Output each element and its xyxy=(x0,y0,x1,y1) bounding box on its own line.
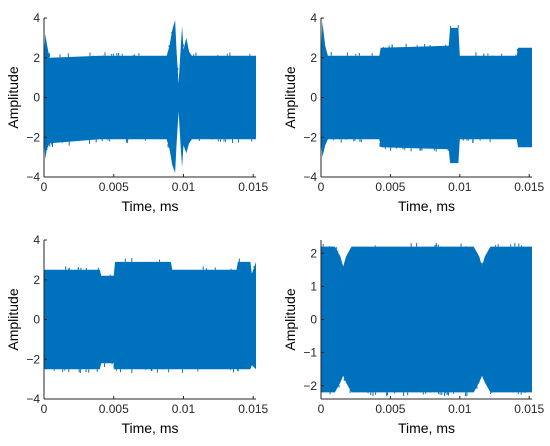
signal-band xyxy=(321,22,532,164)
y-tick-label: 0 xyxy=(33,91,40,105)
y-axis-label: Amplitude xyxy=(5,66,21,128)
y-tick-label: −4 xyxy=(303,170,317,184)
y-tick-label: −1 xyxy=(303,346,317,360)
chart-panel-4: 0 0.005 0.01 0.015 −2 −1 0 1 2 Time, ms Amplitude xyxy=(282,240,545,436)
signal-texture xyxy=(53,258,255,374)
y-tick-label: −2 xyxy=(303,130,317,144)
chart-panel-1: 0 0.005 0.01 0.015 −4 −2 0 2 4 Time, ms Amplitude xyxy=(5,11,269,214)
x-tick-label: 0.01 xyxy=(448,180,472,194)
x-tick-label: 0.01 xyxy=(172,402,196,416)
y-axis-label: Amplitude xyxy=(5,288,21,350)
chart-panel-3: 0 0.005 0.01 0.015 −4 −2 0 2 4 Time, ms Amplitude xyxy=(5,233,269,436)
y-axis-label: Amplitude xyxy=(282,66,298,128)
y-tick-label: 2 xyxy=(310,246,317,260)
x-axis-label: Time, ms xyxy=(121,420,178,436)
y-tick-label: −2 xyxy=(303,379,317,393)
y-tick-label: 2 xyxy=(33,273,40,287)
x-tick-label: 0.005 xyxy=(375,402,405,416)
signal-texture xyxy=(322,242,526,397)
x-tick-label: 0 xyxy=(318,402,325,416)
y-tick-label: −4 xyxy=(26,170,40,184)
x-axis-label: Time, ms xyxy=(398,198,455,214)
y-tick-label: −4 xyxy=(26,392,40,406)
signal-band xyxy=(44,20,256,173)
x-axis-label: Time, ms xyxy=(121,198,178,214)
y-tick-label: 4 xyxy=(33,233,40,247)
x-tick-label: 0.01 xyxy=(448,402,472,416)
x-tick-label: 0.015 xyxy=(238,402,268,416)
signal-texture xyxy=(320,25,519,152)
x-tick-label: 0 xyxy=(41,180,48,194)
y-tick-label: 4 xyxy=(310,11,317,25)
x-tick-label: 0.01 xyxy=(172,180,196,194)
x-tick-label: 0.015 xyxy=(238,180,268,194)
x-tick-label: 0 xyxy=(41,402,48,416)
signal-band xyxy=(44,261,256,370)
x-tick-label: 0.015 xyxy=(514,180,544,194)
x-tick-label: 0.005 xyxy=(99,180,129,194)
y-tick-label: 1 xyxy=(310,279,317,293)
x-tick-label: 0.005 xyxy=(375,180,405,194)
x-tick-label: 0.005 xyxy=(99,402,129,416)
x-tick-label: 0 xyxy=(318,180,325,194)
y-tick-label: 0 xyxy=(310,91,317,105)
y-tick-label: 2 xyxy=(33,51,40,65)
y-tick-label: 4 xyxy=(33,11,40,25)
y-tick-label: −2 xyxy=(26,130,40,144)
y-axis-label: Amplitude xyxy=(282,288,298,350)
y-tick-label: 2 xyxy=(310,51,317,65)
signal-band xyxy=(321,246,532,393)
y-tick-label: −2 xyxy=(26,352,40,366)
y-tick-label: 0 xyxy=(33,313,40,327)
x-axis-label: Time, ms xyxy=(398,420,455,436)
signal-texture xyxy=(43,26,253,150)
y-tick-label: 0 xyxy=(310,313,317,327)
chart-panel-2: 0 0.005 0.01 0.015 −4 −2 0 2 4 Time, ms Amplitude xyxy=(282,11,545,214)
x-tick-label: 0.015 xyxy=(514,402,544,416)
